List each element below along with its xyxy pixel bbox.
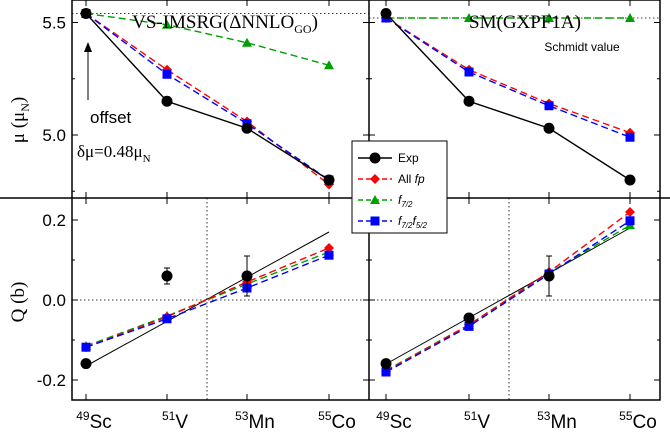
panel-3: 49Sc 51V 53Mn 55Co — [369, 198, 660, 433]
legend: Exp All fp f7/2 f7/2f5/2 — [351, 140, 448, 234]
data-point — [464, 67, 474, 77]
data-point — [80, 358, 92, 370]
title-left: VS-IMSRG(ΔNNLOGO) — [132, 12, 318, 36]
offset-arrow-head — [84, 42, 92, 52]
legend-label: f7/2 — [398, 193, 413, 209]
series-line — [385, 13, 631, 181]
data-point — [624, 174, 636, 186]
legend-marker — [370, 195, 380, 204]
legend-marker — [370, 216, 380, 226]
data-point — [81, 342, 91, 352]
ylabel-q: Q (b) — [8, 282, 29, 323]
legend-box — [351, 140, 448, 234]
data-point — [324, 60, 334, 70]
data-point — [80, 8, 92, 19]
data-point — [544, 13, 554, 22]
data-point — [161, 270, 173, 282]
data-point — [464, 321, 474, 331]
fit-line — [85, 231, 330, 367]
legend-marker — [370, 174, 380, 184]
plot-layer: 5.0 5.5 -0.2 0.0 0.2 49Sc 51V 53Mn 55Co 49Sc 51V 53… — [37, 0, 660, 433]
data-point — [463, 95, 475, 107]
data-point — [324, 250, 334, 260]
ylabel-mu: μ (μN) — [8, 97, 32, 143]
xtick-label: 55Co — [619, 409, 657, 433]
series-line — [85, 12, 330, 66]
xtick-label: 53Mn — [235, 409, 275, 433]
data-point — [241, 270, 253, 282]
data-point — [161, 95, 173, 107]
xtick-label: 55Co — [318, 409, 356, 433]
series-line — [385, 17, 631, 138]
legend-marker — [369, 152, 381, 164]
data-point — [625, 132, 635, 142]
data-point — [241, 122, 253, 134]
outer-frame — [71, 0, 661, 401]
xtick-label: 49Sc — [76, 409, 112, 433]
xtick-label: 51V — [464, 409, 490, 433]
panel-2: -0.2 0.0 0.2 49Sc 51V 53Mn 55Co — [37, 198, 369, 433]
legend-label: All fp — [398, 172, 425, 186]
offset-label: offset — [90, 108, 132, 127]
legend-label: Exp — [398, 151, 419, 165]
schmidt-label: Schmidt value — [544, 40, 620, 54]
data-point — [625, 207, 635, 217]
data-point — [543, 270, 555, 282]
panel-1 — [369, 0, 660, 198]
series-line — [85, 13, 330, 181]
ytick-label: 0.0 — [42, 291, 66, 310]
data-point — [464, 13, 474, 22]
data-point — [463, 312, 475, 324]
series-line — [385, 224, 631, 372]
ytick-label: -0.2 — [37, 371, 66, 390]
series-line — [85, 12, 330, 186]
data-point — [625, 13, 635, 22]
data-point — [625, 216, 635, 226]
ytick-label: 5.5 — [42, 14, 66, 33]
panel-0: 5.0 5.5 — [42, 0, 369, 198]
data-point — [544, 101, 554, 111]
data-point — [380, 358, 392, 370]
ytick-label: 5.0 — [42, 126, 66, 145]
data-point — [323, 174, 335, 186]
data-point — [381, 367, 391, 377]
data-point — [380, 8, 392, 19]
title-right: SM(GXPF1A) — [469, 12, 581, 33]
series-line — [85, 254, 330, 348]
series-line — [385, 17, 631, 134]
data-point — [162, 69, 172, 79]
series-line — [85, 12, 330, 181]
data-point — [543, 122, 555, 134]
ytick-label: 0.2 — [42, 211, 66, 230]
series-line — [385, 211, 631, 372]
xtick-label: 53Mn — [537, 409, 577, 433]
data-point — [242, 37, 252, 47]
xtick-label: 51V — [162, 409, 188, 433]
series-line — [385, 220, 631, 373]
data-point — [324, 243, 334, 253]
fit-line — [385, 227, 631, 365]
delta-mu-label: δμ=0.48μN — [77, 142, 151, 165]
data-point — [162, 314, 172, 324]
legend-label: f7/2f5/2 — [398, 214, 427, 230]
xtick-label: 49Sc — [376, 409, 412, 433]
data-point — [162, 19, 172, 29]
